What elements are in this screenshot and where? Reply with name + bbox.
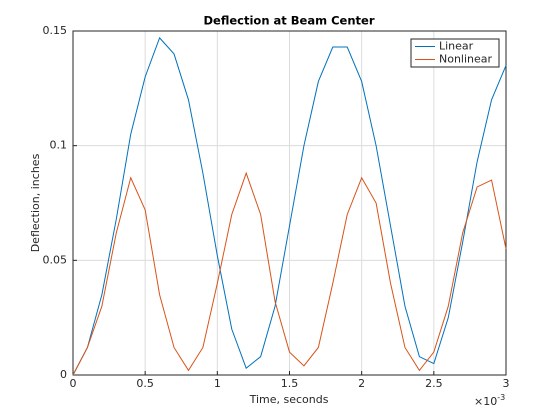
line-series [72, 36, 507, 376]
y-tick-label: 0.15 [43, 24, 68, 37]
chart-title: Deflection at Beam Center [204, 14, 375, 28]
x-exponent: ×10-3 [474, 393, 505, 409]
y-tick-label: 0 [60, 368, 67, 381]
x-tick-label: 2.5 [425, 377, 443, 390]
legend-label: Linear [439, 40, 474, 53]
x-exponent-base: ×10 [474, 395, 497, 408]
x-tick-label: 2 [358, 377, 365, 390]
plot-frame [72, 30, 507, 376]
y-tick-label: 0.1 [50, 139, 68, 152]
y-axis-label: Deflection, inches [29, 153, 42, 252]
x-tick-label: 3 [503, 377, 510, 390]
x-tick-label: 1 [214, 377, 221, 390]
x-exponent-power: -3 [497, 393, 505, 402]
x-tick-label: 0.5 [136, 377, 154, 390]
x-tick-label: 0 [70, 377, 77, 390]
line-series [72, 171, 507, 376]
x-tick-label: 1.5 [281, 377, 299, 390]
legend-label: Nonlinear [439, 53, 493, 66]
legend-box [410, 38, 500, 68]
y-tick-label: 0.05 [43, 253, 68, 266]
x-axis-label: Time, seconds [249, 393, 329, 406]
